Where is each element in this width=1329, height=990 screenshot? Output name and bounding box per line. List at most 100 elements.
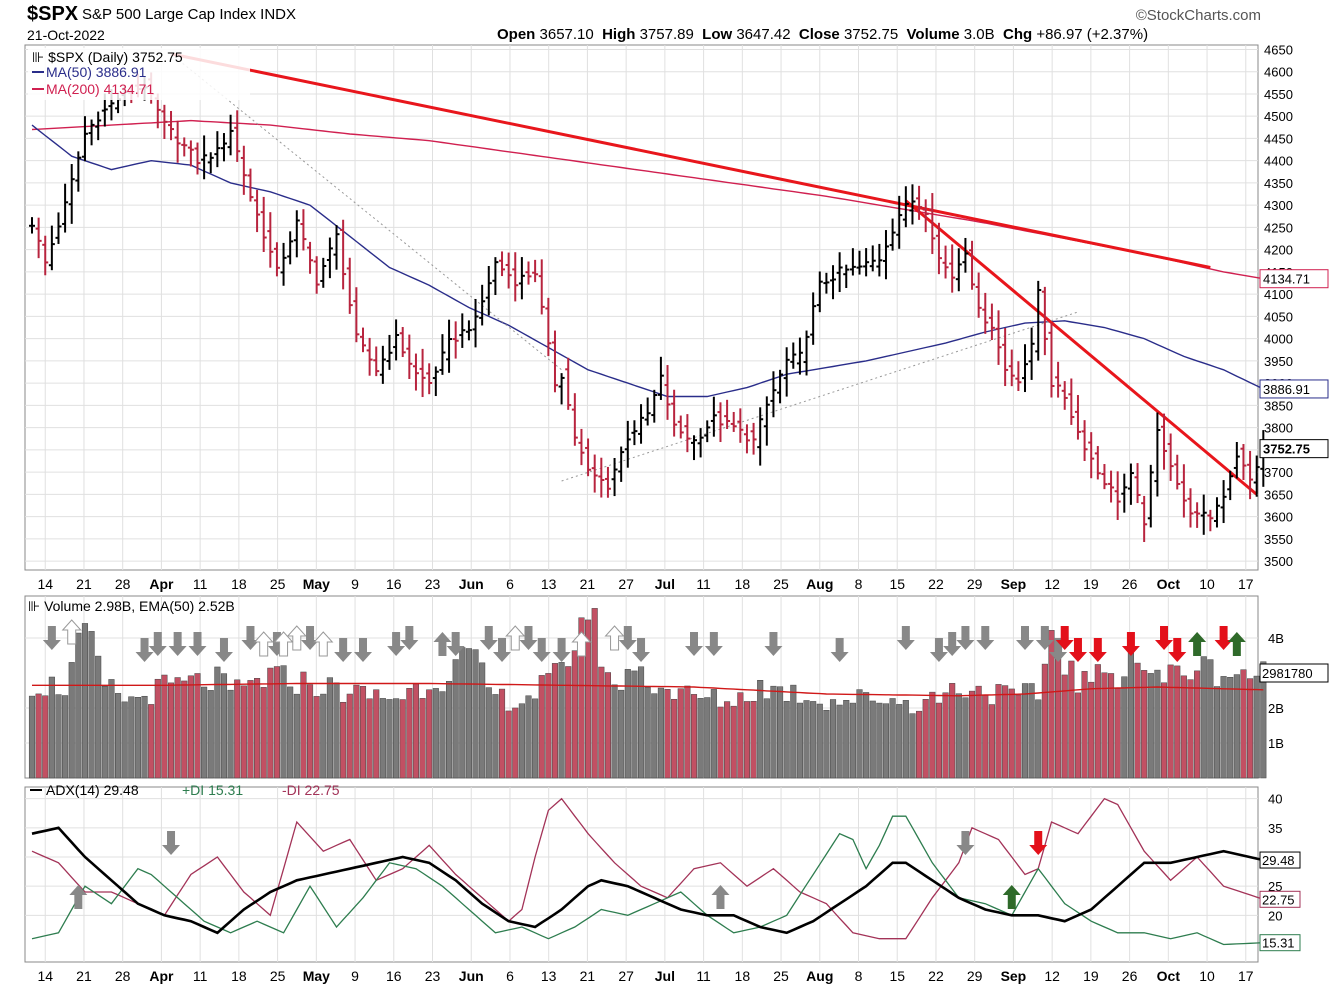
volume-bar bbox=[1127, 650, 1134, 779]
x-tick-label-bottom: 27 bbox=[618, 968, 634, 984]
volume-down-arrow bbox=[1155, 626, 1174, 650]
volume-down-arrow bbox=[1049, 638, 1068, 662]
ma50-last-label: 3886.91 bbox=[1263, 382, 1310, 397]
volume-bar bbox=[982, 695, 989, 779]
volume-bar bbox=[121, 701, 128, 779]
quote-summary: Open 3657.10 High 3757.89 Low 3647.42 Cl… bbox=[497, 26, 1148, 43]
x-tick-label-bottom: 14 bbox=[37, 968, 53, 984]
volume-down-arrow bbox=[1016, 626, 1034, 650]
volume-bar bbox=[366, 698, 373, 779]
volume-bar bbox=[671, 698, 678, 779]
adx-y-tick: 25 bbox=[1268, 879, 1282, 894]
x-tick-label: Jun bbox=[459, 576, 484, 592]
x-tick-label: Oct bbox=[1157, 576, 1181, 592]
volume-bar bbox=[167, 682, 175, 779]
chg-label: Chg bbox=[1002, 26, 1033, 43]
volume-bar bbox=[737, 692, 744, 779]
x-tick-label-bottom: 11 bbox=[193, 968, 208, 984]
x-tick-label: 11 bbox=[193, 576, 208, 592]
volume-bar bbox=[273, 666, 280, 779]
price-y-tick: 4200 bbox=[1264, 243, 1293, 258]
red-trendline bbox=[170, 52, 1211, 269]
x-tick-label: 8 bbox=[855, 576, 863, 592]
volume-bar bbox=[1134, 662, 1141, 779]
price-y-tick: 4050 bbox=[1264, 309, 1293, 324]
volume-bar bbox=[1101, 672, 1108, 779]
volume-down-arrow bbox=[334, 638, 353, 662]
volume-bar bbox=[657, 687, 664, 779]
x-tick-label: Aug bbox=[806, 576, 833, 592]
x-tick-label: 28 bbox=[115, 576, 131, 592]
volume-bar bbox=[306, 684, 314, 779]
x-tick-label-bottom: 18 bbox=[231, 968, 247, 984]
volume-up-arrow bbox=[1188, 632, 1207, 656]
volume-bar bbox=[426, 689, 433, 779]
adx-down-arrow bbox=[162, 831, 181, 855]
symbol-description: S&P 500 Large Cap Index INDX bbox=[82, 6, 297, 23]
price-y-tick: 4300 bbox=[1264, 198, 1293, 213]
volume-bar bbox=[287, 686, 294, 779]
volume-bar bbox=[254, 678, 261, 779]
volume-down-arrow bbox=[479, 626, 498, 650]
volume-bar bbox=[783, 701, 790, 779]
volume-bar bbox=[1028, 683, 1035, 779]
x-tick-label-bottom: 6 bbox=[506, 968, 514, 984]
volume-label: Volume bbox=[906, 26, 960, 43]
volume-bar bbox=[525, 695, 532, 779]
volume-y-tick: 2B bbox=[1268, 701, 1284, 716]
volume-bar bbox=[62, 695, 69, 779]
pdi-legend-label: +DI 15.31 bbox=[182, 782, 243, 798]
volume-bar bbox=[234, 679, 241, 779]
volume-bar bbox=[459, 647, 466, 779]
volume-bar bbox=[975, 685, 982, 779]
volume-bar bbox=[485, 687, 492, 779]
volume-bar bbox=[558, 662, 565, 779]
open-value: 3657.10 bbox=[539, 26, 594, 43]
x-tick-label-bottom: 26 bbox=[1122, 968, 1138, 984]
adx-legend-label: ADX(14) 29.48 bbox=[46, 782, 139, 798]
price-y-tick: 4350 bbox=[1264, 176, 1293, 191]
volume-bar bbox=[108, 679, 115, 779]
price-y-tick: 3800 bbox=[1264, 421, 1293, 436]
volume-bar bbox=[1240, 669, 1247, 779]
x-tick-label-bottom: Apr bbox=[149, 968, 174, 984]
volume-bar bbox=[280, 665, 287, 779]
price-y-tick: 3550 bbox=[1264, 532, 1293, 547]
volume-down-arrow bbox=[1055, 626, 1074, 650]
volume-bar bbox=[141, 695, 148, 779]
volume-bar bbox=[988, 704, 995, 779]
volume-bar bbox=[1015, 694, 1022, 779]
volume-bar bbox=[1174, 665, 1181, 779]
volume-bar bbox=[326, 677, 333, 779]
x-tick-label-bottom: 10 bbox=[1199, 968, 1215, 984]
x-tick-label: 25 bbox=[773, 576, 789, 592]
volume-bar bbox=[618, 689, 625, 779]
volume-bar bbox=[1147, 673, 1154, 779]
volume-bar bbox=[1213, 686, 1221, 779]
stockcharts-logo[interactable]: ©StockCharts.com bbox=[1135, 7, 1261, 24]
volume-bar bbox=[1233, 674, 1240, 779]
volume-up-arrow bbox=[1227, 632, 1246, 656]
volume-down-arrow bbox=[1214, 626, 1233, 650]
volume-bar bbox=[465, 648, 472, 779]
price-y-tick: 4450 bbox=[1264, 131, 1293, 146]
adx-up-arrow bbox=[1002, 885, 1021, 909]
x-tick-label-bottom: 25 bbox=[773, 968, 789, 984]
x-tick-label: 13 bbox=[541, 576, 557, 592]
volume-bar bbox=[313, 696, 320, 779]
volume-bar bbox=[1180, 675, 1187, 779]
price-y-tick: 3700 bbox=[1264, 465, 1293, 480]
volume-down-arrow bbox=[764, 632, 783, 656]
x-tick-label-bottom: 16 bbox=[386, 968, 402, 984]
x-tick-label: 9 bbox=[351, 576, 359, 592]
volume-y-tick: 1B bbox=[1268, 736, 1284, 751]
adx-last-label-box bbox=[1259, 851, 1301, 869]
x-tick-label: 26 bbox=[1122, 576, 1138, 592]
volume-bar bbox=[174, 677, 181, 779]
volume-bar bbox=[902, 700, 909, 779]
ma50-line bbox=[31, 124, 1264, 398]
volume-bar bbox=[412, 683, 420, 779]
volume-down-arrow bbox=[354, 638, 372, 662]
price-y-tick: 4250 bbox=[1264, 220, 1293, 235]
